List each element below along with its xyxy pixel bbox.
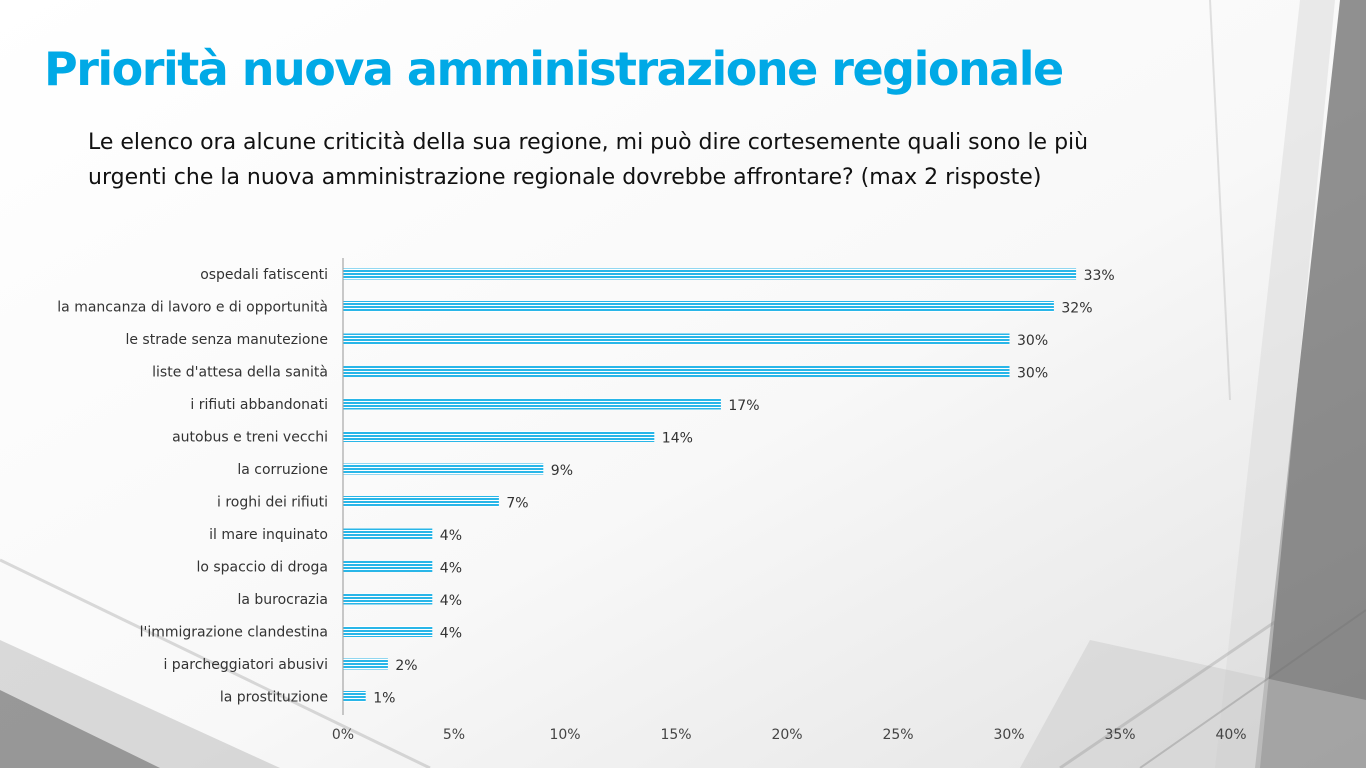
x-tick-label: 10% — [549, 727, 580, 743]
x-tick-label: 25% — [882, 727, 913, 743]
data-label: 17% — [728, 398, 759, 414]
category-label: i parcheggiatori abusivi — [163, 657, 328, 673]
bar — [343, 626, 433, 637]
category-label: il mare inquinato — [209, 527, 328, 543]
bar — [343, 658, 388, 670]
bar — [343, 268, 1077, 280]
bar — [343, 366, 1010, 377]
bar — [343, 561, 433, 572]
data-label: 32% — [1061, 301, 1092, 317]
category-label: autobus e treni vecchi — [172, 430, 328, 446]
category-label: la corruzione — [237, 462, 328, 478]
data-label: 4% — [440, 528, 462, 544]
x-tick-label: 0% — [332, 727, 354, 743]
bar — [343, 496, 499, 507]
category-label: le strade senza manutezione — [125, 332, 328, 348]
slide-title: Priorità nuova amministrazione regionale — [44, 42, 1064, 96]
data-label: 4% — [440, 561, 462, 577]
data-label: 14% — [662, 431, 693, 447]
data-label: 30% — [1017, 366, 1048, 382]
x-tick-label: 20% — [771, 727, 802, 743]
data-label: 1% — [373, 691, 395, 707]
bar — [343, 528, 433, 540]
data-label: 9% — [551, 463, 573, 479]
category-label: liste d'attesa della sanità — [152, 365, 328, 381]
bar-chart: ospedali fatiscenti 33% la mancanza di lav… — [57, 258, 1247, 743]
category-label: i roghi dei rifiuti — [217, 495, 328, 511]
category-label: ospedali fatiscenti — [200, 267, 328, 283]
x-tick-label: 40% — [1215, 727, 1246, 743]
bar — [343, 333, 1010, 345]
bar — [343, 431, 655, 442]
data-label: 4% — [440, 593, 462, 609]
data-label: 30% — [1017, 333, 1048, 349]
bar — [343, 463, 544, 475]
category-label: la mancanza di lavoro e di opportunità — [57, 300, 328, 316]
category-label: l'immigrazione clandestina — [140, 625, 328, 641]
bar — [343, 691, 366, 702]
bar — [343, 398, 721, 410]
x-tick-label: 30% — [993, 727, 1024, 743]
data-label: 2% — [395, 658, 417, 674]
bar — [343, 593, 433, 605]
x-tick-label: 5% — [443, 727, 465, 743]
data-label: 4% — [440, 626, 462, 642]
survey-question: Le elenco ora alcune criticità della sua… — [88, 130, 1089, 190]
category-label: lo spaccio di droga — [196, 560, 328, 576]
category-label: la burocrazia — [237, 592, 328, 608]
category-label: i rifiuti abbandonati — [190, 397, 328, 413]
data-label: 7% — [506, 496, 528, 512]
data-label: 33% — [1084, 268, 1115, 284]
category-label: la prostituzione — [220, 690, 328, 706]
x-tick-label: 15% — [660, 727, 691, 743]
bar — [343, 301, 1054, 312]
x-tick-label: 35% — [1104, 727, 1135, 743]
